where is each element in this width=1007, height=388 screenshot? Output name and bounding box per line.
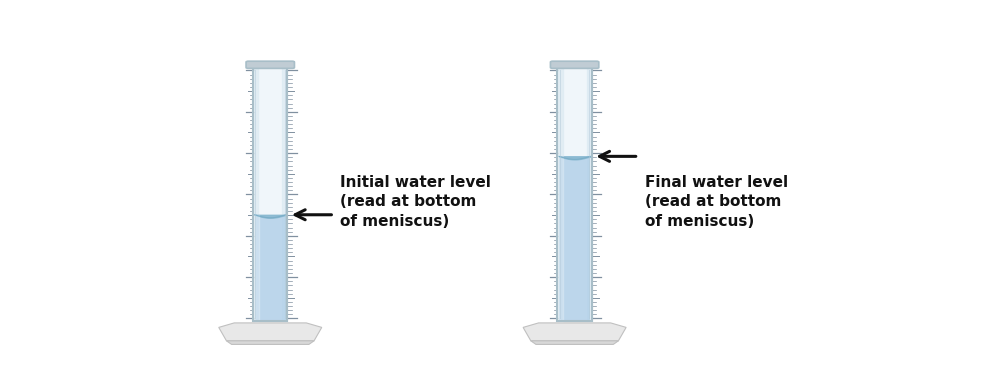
Polygon shape <box>558 68 563 321</box>
Polygon shape <box>587 68 592 321</box>
Bar <box>255 215 286 321</box>
Polygon shape <box>559 156 563 321</box>
Polygon shape <box>255 215 259 321</box>
Text: Initial water level
(read at bottom
of meniscus): Initial water level (read at bottom of m… <box>340 175 491 229</box>
Polygon shape <box>282 68 287 321</box>
Polygon shape <box>219 323 322 341</box>
Polygon shape <box>227 341 314 345</box>
FancyBboxPatch shape <box>551 61 599 68</box>
Polygon shape <box>253 68 258 321</box>
Text: Final water level
(read at bottom
of meniscus): Final water level (read at bottom of men… <box>644 175 788 229</box>
Polygon shape <box>531 341 618 345</box>
Polygon shape <box>523 323 626 341</box>
FancyBboxPatch shape <box>246 61 294 68</box>
Bar <box>559 156 590 321</box>
Bar <box>253 68 287 321</box>
Bar <box>558 68 592 321</box>
Bar <box>253 68 287 321</box>
Bar <box>558 68 592 321</box>
